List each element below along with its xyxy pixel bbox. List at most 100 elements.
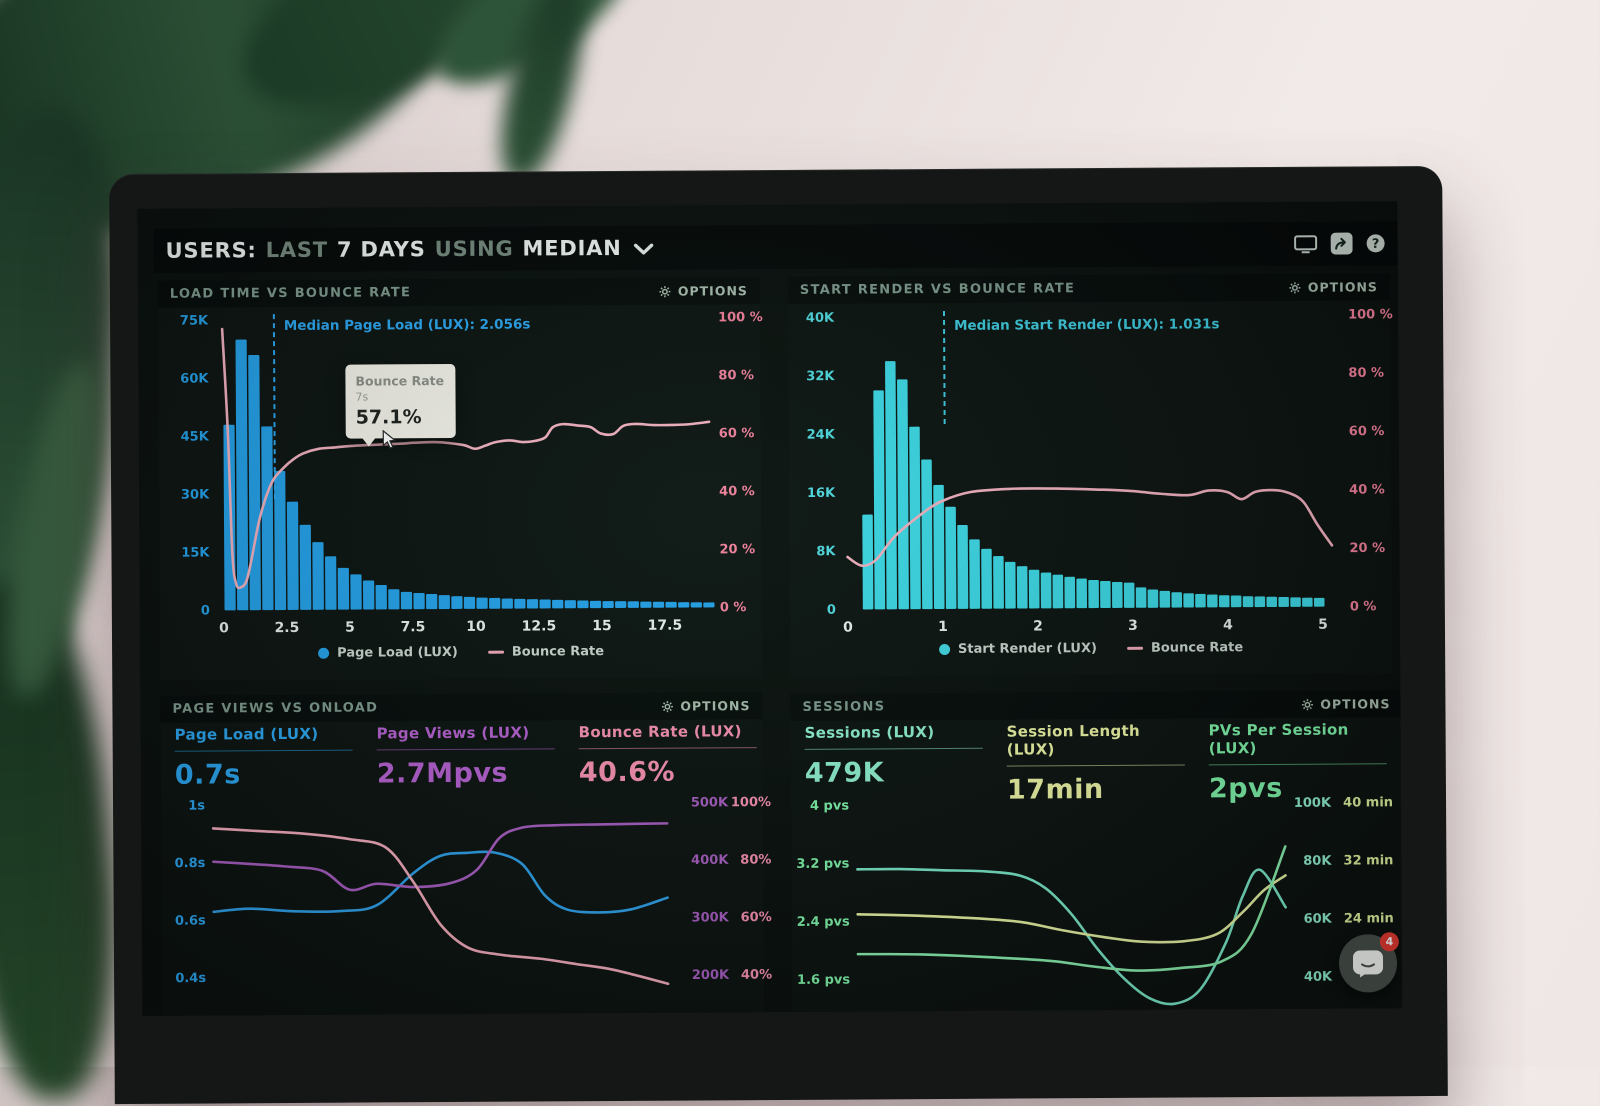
metric-value: 2.7Mpvs xyxy=(376,757,509,790)
panel-title: START RENDER VS BOUNCE RATE xyxy=(799,281,1076,298)
options-button[interactable]: OPTIONS xyxy=(1301,696,1390,712)
panel-load-time-vs-bounce-rate: LOAD TIME VS BOUNCE RATE OPTIONS 75K 60K 4… xyxy=(157,277,763,681)
share-icon[interactable] xyxy=(1330,232,1353,255)
svg-text:1: 1 xyxy=(938,619,948,635)
svg-text:2.5: 2.5 xyxy=(274,620,299,636)
svg-text:40 min: 40 min xyxy=(1343,795,1393,810)
header-title-part: MEDIAN xyxy=(522,235,622,261)
svg-text:100%: 100% xyxy=(731,795,771,810)
svg-text:4 pvs: 4 pvs xyxy=(810,799,849,814)
options-label: OPTIONS xyxy=(1320,696,1391,712)
mouse-cursor xyxy=(382,429,397,449)
legend-item[interactable]: Start Render (LUX) xyxy=(938,641,1097,657)
legend-dot-icon xyxy=(938,643,951,656)
metric: Page Views (LUX) 2.7Mpvs xyxy=(377,723,555,789)
legend-item[interactable]: Bounce Rate xyxy=(487,644,605,660)
options-label: OPTIONS xyxy=(680,698,751,714)
svg-text:400K: 400K xyxy=(691,853,729,868)
metric-value: 0.7s xyxy=(174,759,241,791)
svg-text:0: 0 xyxy=(219,620,229,636)
svg-text:100K: 100K xyxy=(1294,796,1332,811)
svg-text:40 %: 40 % xyxy=(1349,482,1385,497)
svg-text:100 %: 100 % xyxy=(718,310,763,325)
svg-text:?: ? xyxy=(1372,237,1380,252)
load-time-histogram-chart[interactable]: 75K 60K 45K 30K 15K 0 100 % 80 % 60 % 40 % 20 % 0 %… xyxy=(158,300,768,676)
sessions-line-chart[interactable]: 4 pvs 3.2 pvs 2.4 pvs 1.6 pvs 100K 80K 60K 40K 4… xyxy=(791,788,1402,1012)
page-views-line-chart[interactable]: 1s 0.8s 0.6s 0.4s 500K 400K 300K 200K 100% 80% 60%… xyxy=(161,788,777,1016)
gear-icon xyxy=(661,700,673,712)
panel-title: PAGE VIEWS VS ONLOAD xyxy=(172,700,379,717)
svg-text:200K: 200K xyxy=(692,968,730,983)
svg-text:0 %: 0 % xyxy=(1350,599,1377,614)
dashboard-screen: USERS: LAST 7 DAYS USING MEDIAN ? xyxy=(137,201,1403,1016)
svg-text:32 min: 32 min xyxy=(1343,853,1393,868)
panel-header: SESSIONS OPTIONS xyxy=(790,690,1403,721)
header-title-part: USERS: xyxy=(165,238,257,263)
chevron-down-icon[interactable] xyxy=(633,243,655,256)
gear-icon xyxy=(659,285,671,297)
options-button[interactable]: OPTIONS xyxy=(661,698,750,714)
dashboard-header: USERS: LAST 7 DAYS USING MEDIAN ? xyxy=(153,221,1398,273)
svg-text:80%: 80% xyxy=(740,853,771,868)
svg-text:15: 15 xyxy=(592,618,612,634)
legend-label: Page Load (LUX) xyxy=(337,644,458,661)
chat-widget-button[interactable]: 4 xyxy=(1338,932,1399,993)
panel-title: SESSIONS xyxy=(802,699,886,715)
svg-text:1s: 1s xyxy=(188,799,205,814)
svg-text:0: 0 xyxy=(827,603,836,618)
gear-icon xyxy=(1289,281,1301,293)
display-icon[interactable] xyxy=(1294,234,1318,253)
metric-label: PVs Per Session (LUX) xyxy=(1208,720,1349,758)
header-title-part: USING xyxy=(434,236,514,262)
svg-text:24 min: 24 min xyxy=(1344,911,1394,926)
panel-header: PAGE VIEWS VS ONLOAD OPTIONS xyxy=(160,692,763,723)
svg-text:10: 10 xyxy=(466,619,486,635)
svg-text:32K: 32K xyxy=(806,369,835,384)
laptop: USERS: LAST 7 DAYS USING MEDIAN ? xyxy=(109,165,1448,1105)
svg-text:2: 2 xyxy=(1033,618,1043,634)
svg-text:40 %: 40 % xyxy=(719,484,755,499)
svg-text:8K: 8K xyxy=(816,544,836,559)
tooltip-series: Bounce Rate xyxy=(355,373,445,389)
svg-text:40K: 40K xyxy=(1304,970,1333,985)
options-label: OPTIONS xyxy=(1307,279,1378,295)
options-label: OPTIONS xyxy=(677,283,748,299)
svg-text:0: 0 xyxy=(843,620,853,636)
metric-label: Page Views (LUX) xyxy=(376,723,530,743)
svg-text:1.6 pvs: 1.6 pvs xyxy=(797,973,850,988)
options-button[interactable]: OPTIONS xyxy=(1289,279,1378,295)
help-icon[interactable]: ? xyxy=(1366,233,1386,253)
svg-text:100 %: 100 % xyxy=(1348,307,1393,322)
panel-title: LOAD TIME VS BOUNCE RATE xyxy=(169,285,412,302)
metric-label: Bounce Rate (LUX) xyxy=(578,722,742,742)
users-range-dropdown[interactable]: USERS: LAST 7 DAYS USING MEDIAN xyxy=(166,236,631,263)
svg-text:60%: 60% xyxy=(741,910,772,925)
panel-sessions: SESSIONS OPTIONS Sessions (LUX) 479K Sessi… xyxy=(790,690,1403,1012)
metric-value: 479K xyxy=(804,757,885,789)
metric-value: 40.6% xyxy=(578,756,676,789)
metric-underline xyxy=(1006,764,1185,767)
legend-label: Bounce Rate xyxy=(511,644,605,660)
svg-text:3.2 pvs: 3.2 pvs xyxy=(796,857,849,872)
svg-text:45K: 45K xyxy=(181,429,210,444)
start-render-histogram-chart[interactable]: 40K 32K 24K 16K 8K 0 100 % 80 % 60 % 40 % 20 % 0 % 0… xyxy=(788,296,1398,672)
svg-text:0 %: 0 % xyxy=(720,600,747,615)
legend-item[interactable]: Page Load (LUX) xyxy=(318,645,458,661)
svg-text:0.4s: 0.4s xyxy=(175,971,206,986)
metric-underline xyxy=(578,747,757,750)
svg-text:80 %: 80 % xyxy=(718,368,754,383)
svg-text:60 %: 60 % xyxy=(719,426,755,441)
tooltip-x-value: 7s xyxy=(355,390,369,404)
metric-underline xyxy=(804,747,983,750)
legend-label: Start Render (LUX) xyxy=(957,641,1097,657)
legend-item[interactable]: Bounce Rate xyxy=(1126,640,1243,656)
svg-text:40K: 40K xyxy=(806,311,835,326)
svg-text:40%: 40% xyxy=(741,968,772,983)
panel-page-views-vs-onload: PAGE VIEWS VS ONLOAD OPTIONS Page Load (… xyxy=(160,692,772,1016)
svg-text:20 %: 20 % xyxy=(1349,541,1385,556)
metric-label: Session Length (LUX) xyxy=(1006,721,1141,759)
svg-text:80 %: 80 % xyxy=(1348,366,1384,381)
options-button[interactable]: OPTIONS xyxy=(659,283,748,299)
chart-tooltip: Bounce Rate 7s 57.1% xyxy=(345,363,456,439)
metric-underline xyxy=(174,749,353,752)
